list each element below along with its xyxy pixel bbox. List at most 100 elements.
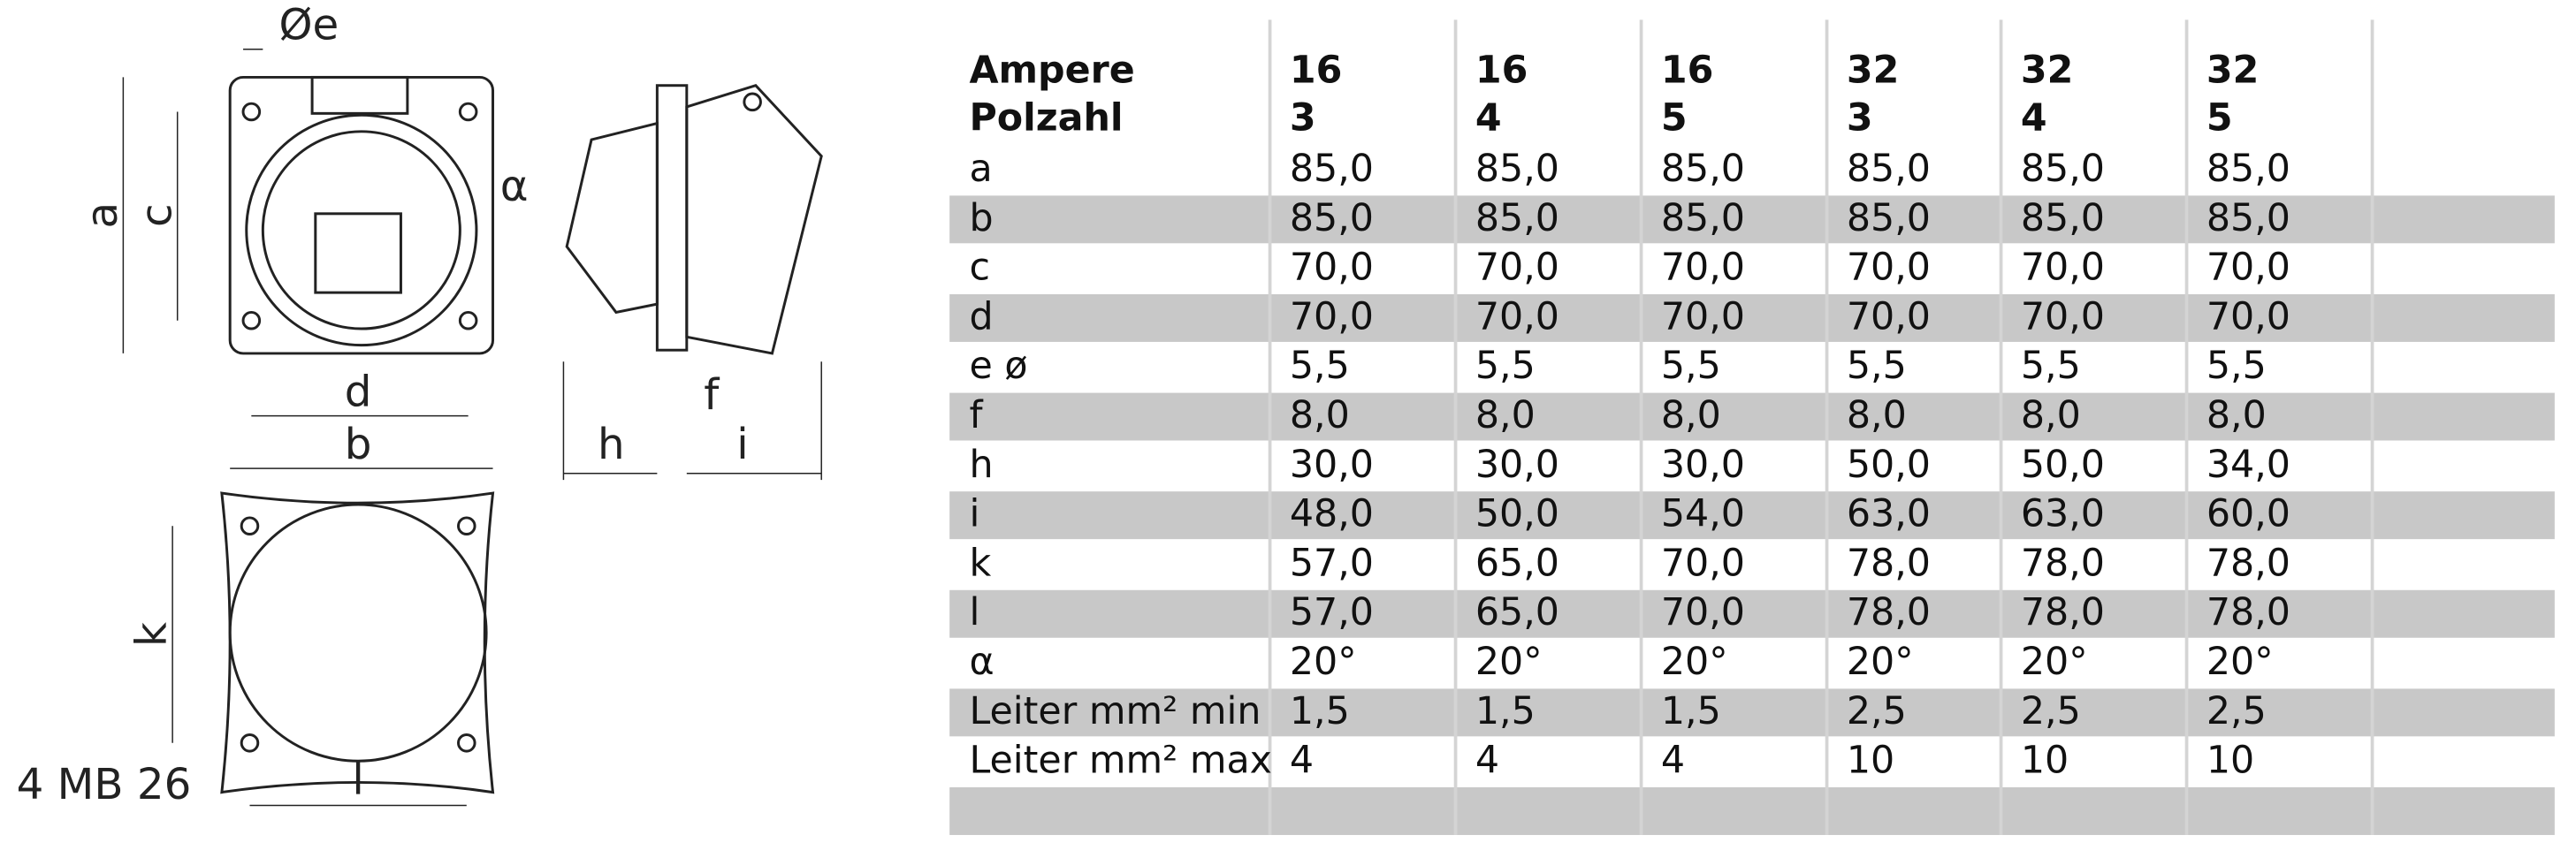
cell: 85,0 bbox=[1847, 147, 1931, 191]
cell: 10 bbox=[2021, 739, 2069, 783]
row-label: Leiter mm² min bbox=[969, 689, 1261, 733]
cell: 85,0 bbox=[1475, 196, 1559, 240]
cell: 85,0 bbox=[1290, 147, 1374, 191]
cell: 54,0 bbox=[1661, 492, 1745, 536]
row-band bbox=[949, 787, 2555, 835]
latch bbox=[310, 75, 409, 115]
cell: 20° bbox=[2206, 640, 2274, 684]
cell: 2,5 bbox=[1847, 689, 1907, 733]
header-cell: 5 bbox=[1661, 95, 1688, 140]
label: h bbox=[598, 420, 625, 469]
row-band bbox=[949, 392, 2555, 441]
cell: 1,5 bbox=[1475, 689, 1536, 733]
hole bbox=[457, 516, 476, 536]
cell: 70,0 bbox=[2021, 246, 2105, 290]
cell: 85,0 bbox=[1661, 147, 1745, 191]
row-label: a bbox=[969, 147, 992, 191]
cell: 4 bbox=[1475, 739, 1499, 783]
cell: 70,0 bbox=[1847, 246, 1931, 290]
cell: 2,5 bbox=[2021, 689, 2081, 733]
label: c bbox=[132, 203, 181, 227]
cell: 78,0 bbox=[2021, 590, 2105, 634]
cell: 10 bbox=[2206, 739, 2254, 783]
cell: 4 bbox=[1290, 739, 1314, 783]
cell: 8,0 bbox=[2021, 393, 2081, 437]
header-cell: 5 bbox=[2206, 95, 2233, 140]
cell: 4 bbox=[1661, 739, 1685, 783]
cell: 8,0 bbox=[1847, 393, 1907, 437]
row-band bbox=[949, 293, 2555, 342]
cell: 65,0 bbox=[1475, 590, 1559, 634]
cell: 70,0 bbox=[1661, 246, 1745, 290]
cell: 63,0 bbox=[2021, 492, 2105, 536]
cell: 70,0 bbox=[2206, 294, 2290, 338]
header-cell: 32 bbox=[1847, 48, 1899, 92]
hole bbox=[458, 102, 478, 122]
header-cell: 3 bbox=[1290, 95, 1316, 140]
cell: 85,0 bbox=[1661, 196, 1745, 240]
socket bbox=[245, 113, 478, 347]
cell: 57,0 bbox=[1290, 541, 1374, 585]
cell: 78,0 bbox=[1847, 541, 1931, 585]
label: α bbox=[500, 162, 529, 211]
header-cell: 4 bbox=[1475, 95, 1502, 140]
cell: 34,0 bbox=[2206, 443, 2290, 487]
cell: 85,0 bbox=[2206, 147, 2290, 191]
label: f bbox=[704, 370, 720, 420]
cell: 5,5 bbox=[2206, 344, 2267, 388]
cell: 8,0 bbox=[2206, 393, 2267, 437]
cell: 8,0 bbox=[1475, 393, 1536, 437]
header-cell: 4 bbox=[2021, 95, 2047, 140]
cell: 5,5 bbox=[1290, 344, 1350, 388]
cell: 78,0 bbox=[2021, 541, 2105, 585]
hole bbox=[241, 102, 262, 122]
label: k bbox=[127, 622, 177, 647]
row-band bbox=[949, 491, 2555, 540]
row-band bbox=[949, 688, 2555, 737]
header-cell: 32 bbox=[2206, 48, 2259, 92]
face bbox=[314, 212, 402, 294]
row-label: k bbox=[969, 541, 991, 585]
cell: 78,0 bbox=[2206, 541, 2290, 585]
cell: 20° bbox=[2021, 640, 2088, 684]
cell: 2,5 bbox=[2206, 689, 2267, 733]
cell: 85,0 bbox=[1847, 196, 1931, 240]
cutout-circle bbox=[228, 503, 488, 763]
code: 4 MB 26 bbox=[17, 760, 192, 809]
hole bbox=[240, 516, 260, 536]
row-label: e ø bbox=[969, 344, 1027, 388]
row-label: b bbox=[969, 196, 993, 240]
cell: 20° bbox=[1661, 640, 1728, 684]
row-label: α bbox=[969, 640, 994, 684]
socket-inner bbox=[261, 130, 461, 330]
cell: 1,5 bbox=[1290, 689, 1350, 733]
cell: 70,0 bbox=[1661, 294, 1745, 338]
cell: 5,5 bbox=[1475, 344, 1536, 388]
cell: 70,0 bbox=[1475, 294, 1559, 338]
cell: 5,5 bbox=[1847, 344, 1907, 388]
cell: 57,0 bbox=[1290, 590, 1374, 634]
row-label: i bbox=[969, 492, 979, 536]
hole bbox=[241, 310, 262, 330]
cell: 50,0 bbox=[2021, 443, 2105, 487]
cell: 78,0 bbox=[1847, 590, 1931, 634]
cell: 70,0 bbox=[1847, 294, 1931, 338]
header-cell: 32 bbox=[2021, 48, 2073, 92]
cell: 78,0 bbox=[2206, 590, 2290, 634]
cell: 20° bbox=[1847, 640, 1914, 684]
hole bbox=[743, 92, 762, 112]
cell: 30,0 bbox=[1661, 443, 1745, 487]
cell: 10 bbox=[1847, 739, 1894, 783]
cell: 5,5 bbox=[1661, 344, 1721, 388]
cell: 50,0 bbox=[1475, 492, 1559, 536]
cell: 70,0 bbox=[2206, 246, 2290, 290]
cell: 70,0 bbox=[2021, 294, 2105, 338]
row-label: f bbox=[969, 393, 983, 437]
cell: 20° bbox=[1475, 640, 1543, 684]
row-label: Leiter mm² max bbox=[969, 739, 1271, 783]
cutout bbox=[220, 491, 495, 794]
cell: 65,0 bbox=[1475, 541, 1559, 585]
side-body bbox=[685, 84, 823, 355]
cell: 20° bbox=[1290, 640, 1357, 684]
